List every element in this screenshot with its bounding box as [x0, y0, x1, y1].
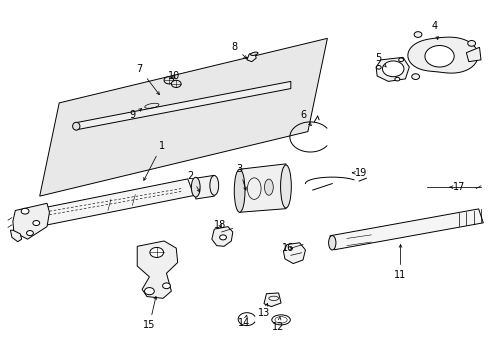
Text: 7: 7 — [136, 64, 159, 95]
Ellipse shape — [280, 165, 291, 208]
Polygon shape — [329, 209, 482, 250]
Ellipse shape — [328, 235, 335, 250]
Circle shape — [33, 221, 40, 226]
Text: 14: 14 — [238, 315, 250, 328]
Circle shape — [163, 77, 173, 84]
Polygon shape — [137, 241, 177, 298]
Circle shape — [171, 80, 181, 87]
Ellipse shape — [250, 52, 258, 55]
Circle shape — [376, 66, 381, 69]
Polygon shape — [195, 175, 214, 199]
Polygon shape — [13, 203, 49, 239]
Polygon shape — [375, 57, 408, 81]
Text: 15: 15 — [143, 297, 156, 330]
Text: 1: 1 — [143, 141, 164, 180]
Polygon shape — [466, 47, 480, 62]
Polygon shape — [264, 293, 281, 307]
Polygon shape — [239, 164, 285, 212]
Polygon shape — [283, 243, 305, 264]
Polygon shape — [27, 179, 194, 228]
Polygon shape — [76, 81, 290, 130]
Circle shape — [394, 77, 399, 81]
Circle shape — [382, 61, 403, 77]
Text: 6: 6 — [299, 111, 311, 126]
Circle shape — [413, 32, 421, 37]
Circle shape — [411, 74, 419, 80]
Text: 10: 10 — [167, 71, 180, 81]
Text: 16: 16 — [282, 243, 294, 253]
Circle shape — [26, 230, 33, 235]
Text: 9: 9 — [129, 109, 142, 121]
Text: 12: 12 — [272, 316, 284, 332]
Circle shape — [21, 208, 29, 214]
Ellipse shape — [234, 169, 244, 212]
Circle shape — [398, 58, 403, 62]
Ellipse shape — [73, 122, 80, 130]
Ellipse shape — [264, 179, 273, 195]
Text: 8: 8 — [231, 42, 246, 58]
Circle shape — [424, 45, 453, 67]
Polygon shape — [407, 37, 477, 73]
Text: 3: 3 — [236, 164, 246, 190]
Text: 17: 17 — [449, 182, 464, 192]
Text: 19: 19 — [352, 168, 367, 178]
Text: 11: 11 — [394, 244, 406, 280]
Polygon shape — [211, 226, 232, 246]
Ellipse shape — [209, 176, 218, 195]
Circle shape — [144, 288, 154, 295]
Polygon shape — [10, 230, 21, 242]
Circle shape — [162, 283, 170, 289]
Text: 18: 18 — [214, 220, 226, 230]
Circle shape — [150, 247, 163, 257]
Text: 13: 13 — [257, 303, 269, 318]
Text: 5: 5 — [375, 53, 386, 67]
Ellipse shape — [191, 177, 200, 197]
Circle shape — [467, 41, 474, 46]
Polygon shape — [246, 54, 256, 62]
Text: 2: 2 — [187, 171, 200, 192]
Circle shape — [219, 235, 226, 240]
Polygon shape — [40, 39, 327, 196]
Text: 4: 4 — [431, 21, 438, 40]
